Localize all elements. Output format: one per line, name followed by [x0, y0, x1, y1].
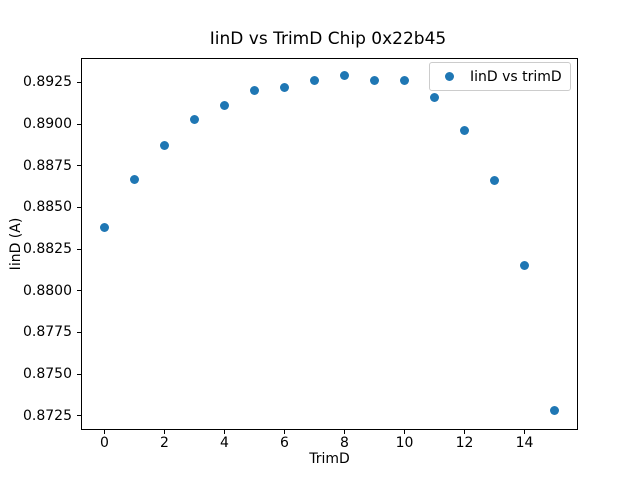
y-tick-label: 0.8875 — [23, 157, 72, 174]
y-tick-mark — [77, 248, 82, 250]
x-tick-label: 2 — [160, 435, 169, 451]
x-tick-label: 6 — [280, 435, 289, 451]
y-tick-mark — [77, 415, 82, 417]
x-tick-label: 4 — [220, 435, 229, 451]
x-tick-mark — [344, 429, 345, 434]
data-point — [250, 86, 259, 96]
x-tick-mark — [404, 429, 405, 434]
y-tick-mark — [77, 165, 82, 167]
x-tick-label: 10 — [395, 435, 414, 451]
legend: IinD vs trimD — [429, 62, 571, 91]
x-tick-mark — [284, 429, 285, 434]
data-point — [520, 261, 529, 271]
x-tick-mark — [104, 429, 105, 434]
data-point — [100, 222, 109, 232]
data-point — [310, 76, 319, 86]
y-tick-label: 0.8825 — [23, 241, 72, 257]
data-point — [400, 76, 409, 86]
y-tick-mark — [77, 331, 82, 333]
x-tick-mark — [164, 429, 165, 434]
y-tick-label: 0.8750 — [23, 366, 72, 382]
y-tick-label: 0.8850 — [23, 199, 72, 216]
plot-area: IinD vs trimD TrimD IinD (A) 0 2 4 6 8 10 12 14… — [8, 58, 578, 467]
data-point — [550, 406, 559, 416]
data-point — [340, 71, 349, 81]
y-tick-label: 0.8775 — [23, 324, 72, 341]
y-tick-mark — [77, 81, 82, 83]
data-point — [160, 141, 169, 151]
data-point — [460, 126, 469, 136]
data-point — [280, 82, 289, 92]
data-point — [490, 176, 499, 186]
data-point — [190, 114, 199, 124]
x-tick-mark — [464, 429, 465, 434]
x-tick-label: 12 — [455, 435, 474, 451]
x-tick-label: 0 — [100, 435, 109, 451]
y-tick-label: 0.8925 — [23, 74, 72, 91]
y-tick-label: 0.8725 — [23, 407, 72, 424]
x-tick-mark — [524, 429, 525, 434]
x-axis-label: TrimD — [309, 451, 350, 467]
data-point — [430, 92, 439, 102]
y-tick-label: 0.8800 — [23, 282, 72, 299]
y-tick-mark — [77, 123, 82, 125]
x-tick-label: 8 — [340, 435, 349, 451]
data-point — [130, 174, 139, 184]
y-tick-mark — [77, 290, 82, 292]
data-point — [220, 101, 229, 111]
x-tick-mark — [224, 429, 225, 434]
legend-marker-icon — [445, 72, 454, 81]
y-tick-mark — [77, 206, 82, 208]
chart-title: IinD vs TrimD Chip 0x22b45 — [209, 29, 447, 49]
y-tick-mark — [77, 373, 82, 375]
y-axis-label: IinD (A) — [8, 217, 24, 271]
data-point — [370, 76, 379, 86]
y-tick-label: 0.8900 — [23, 116, 72, 132]
x-tick-label: 14 — [515, 435, 534, 451]
legend-label: IinD vs trimD — [470, 68, 562, 85]
